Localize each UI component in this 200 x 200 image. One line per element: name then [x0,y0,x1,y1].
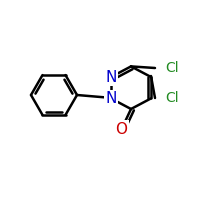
Text: O: O [116,121,128,136]
Text: Cl: Cl [165,61,179,75]
Text: N: N [105,70,117,84]
Text: Cl: Cl [165,91,179,105]
Text: N: N [105,91,117,106]
